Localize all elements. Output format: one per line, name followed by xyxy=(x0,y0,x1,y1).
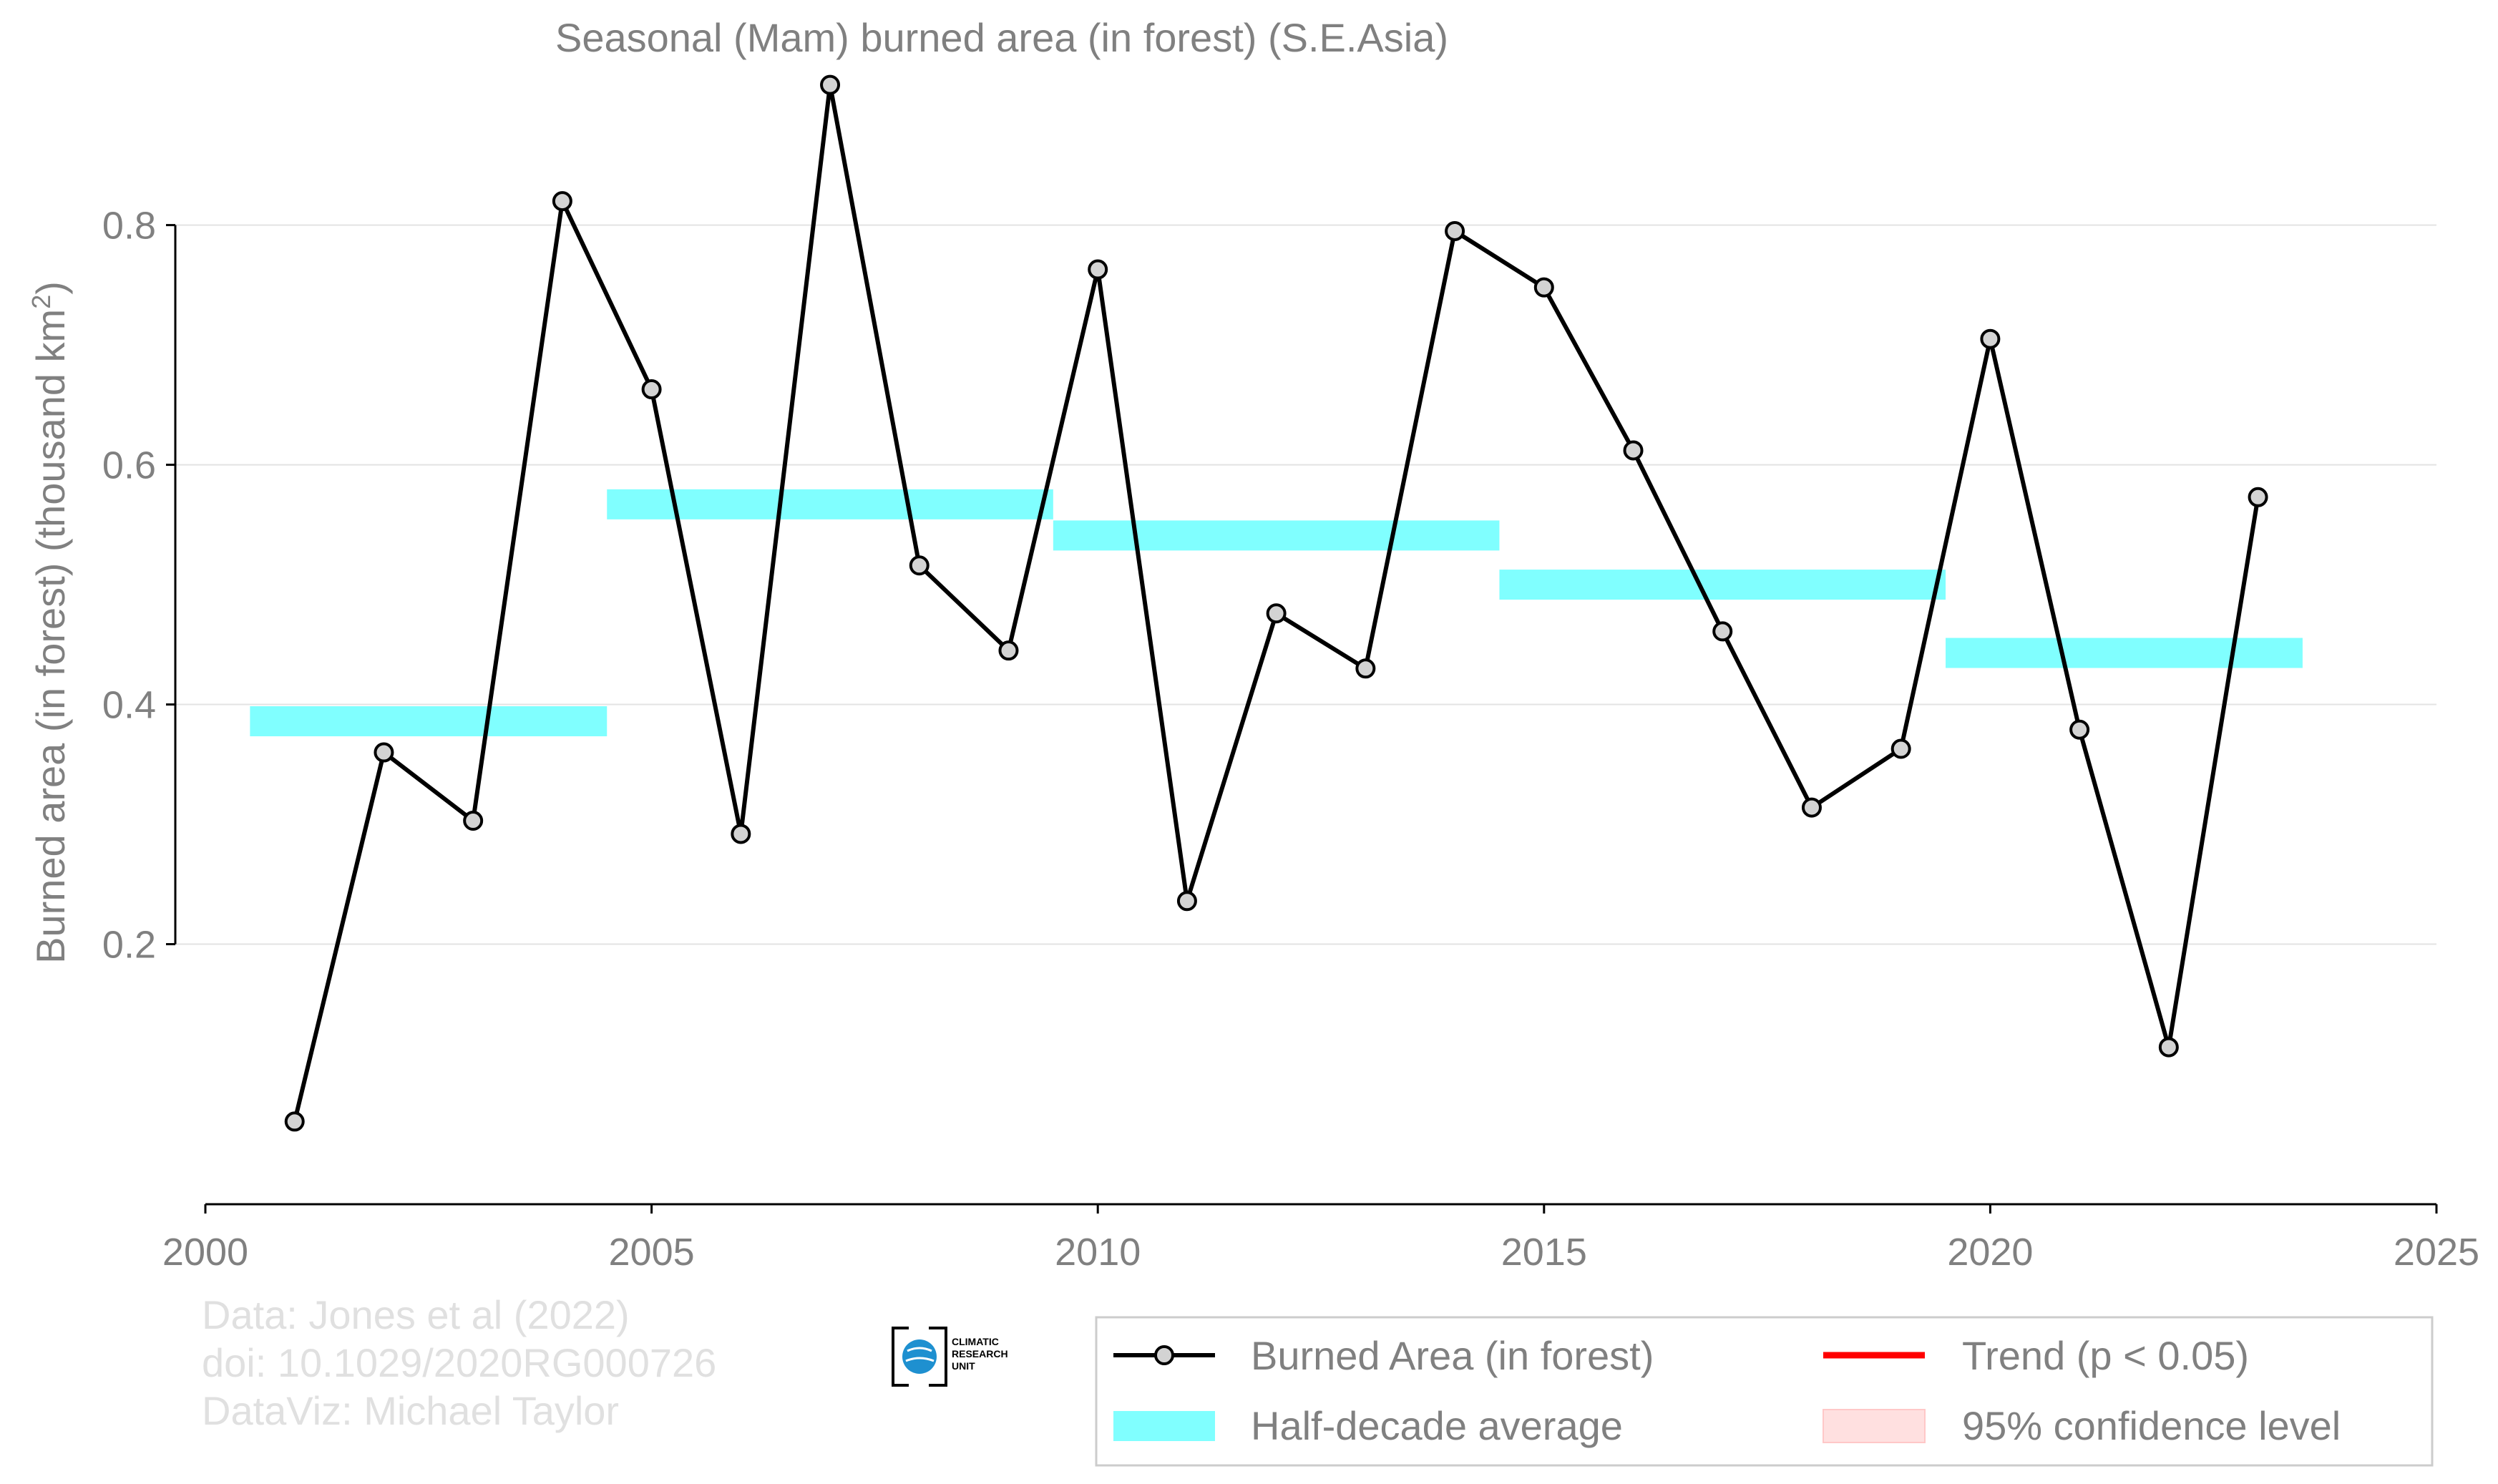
y-axis-label-close: ) xyxy=(28,281,73,295)
legend-swatch-confidence xyxy=(1823,1409,1926,1443)
data-point xyxy=(1623,440,1644,461)
y-tick-label: 0.4 xyxy=(102,684,156,727)
data-point xyxy=(1266,603,1287,624)
cru-logo: CLIMATIC RESEARCH UNIT xyxy=(892,1327,1008,1387)
x-tick-label: 2010 xyxy=(1055,1231,1141,1274)
y-axis-label-main: Burned area (in forest) (thousand km xyxy=(28,309,73,964)
half-decade-band xyxy=(250,706,608,737)
logo-text-2: RESEARCH xyxy=(952,1348,1008,1359)
data-point xyxy=(909,555,930,576)
axes: 0.2 0.4 0.6 0.8 2000 2005 2010 2015 2020 2025 xyxy=(102,205,2479,1274)
data-point xyxy=(374,742,394,763)
legend: Burned Area (in forest) Trend (p < 0.05)… xyxy=(1095,1316,2434,1467)
half-decade-band xyxy=(1946,638,2303,668)
globe-wave-icon xyxy=(905,1347,935,1362)
credit-doi: doi: 10.1029/2020RG000726 xyxy=(202,1340,716,1385)
legend-marker-burned-area xyxy=(1154,1345,1174,1365)
half-decade-band xyxy=(1053,520,1500,551)
x-tick-label: 2005 xyxy=(609,1231,695,1274)
data-point xyxy=(1712,621,1733,642)
data-point xyxy=(2248,487,2268,507)
data-point xyxy=(1355,658,1376,679)
data-point xyxy=(1890,738,1911,759)
data-point xyxy=(731,824,751,844)
y-tick-label: 0.6 xyxy=(102,444,156,487)
credit-dataviz: DataViz: Michael Taylor xyxy=(202,1388,619,1433)
legend-label-burned-area: Burned Area (in forest) xyxy=(1251,1333,1654,1378)
x-tick-label: 2000 xyxy=(162,1231,248,1274)
chart-title: Seasonal (Mam) burned area (in forest) (… xyxy=(555,15,1448,60)
legend-swatch-half-decade xyxy=(1113,1411,1215,1441)
data-point xyxy=(1445,220,1465,241)
data-point xyxy=(552,191,572,212)
data-point xyxy=(641,379,662,400)
credit-data-source: Data: Jones et al (2022) xyxy=(202,1292,630,1337)
data-point xyxy=(1176,891,1197,912)
legend-label-trend: Trend (p < 0.05) xyxy=(1962,1333,2249,1378)
data-point xyxy=(284,1111,305,1132)
data-point xyxy=(2069,719,2090,740)
half-decade-band xyxy=(1499,570,1946,600)
logo-bracket-icon xyxy=(892,1327,947,1387)
half-decade-bands xyxy=(250,489,2303,737)
x-tick-label: 2020 xyxy=(1947,1231,2033,1274)
data-point xyxy=(1980,328,2001,349)
grid-lines xyxy=(175,224,2436,945)
data-point xyxy=(463,811,484,831)
data-point xyxy=(998,640,1019,661)
series-burned-area xyxy=(284,74,2268,1132)
data-point xyxy=(1088,259,1108,280)
x-tick-label: 2025 xyxy=(2394,1231,2479,1274)
x-tick-label: 2015 xyxy=(1501,1231,1587,1274)
half-decade-band xyxy=(607,489,1053,519)
data-point xyxy=(1801,797,1822,818)
y-axis-label: Burned area (in forest) (thousand km2) xyxy=(26,281,74,964)
y-axis-label-superscript: 2 xyxy=(26,295,56,309)
series-line xyxy=(292,82,2260,1123)
data-point xyxy=(1533,277,1554,298)
logo-text-1: CLIMATIC xyxy=(952,1336,999,1347)
logo-text-3: UNIT xyxy=(952,1360,975,1372)
legend-label-confidence: 95% confidence level xyxy=(1962,1403,2341,1448)
legend-box xyxy=(1095,1316,2434,1467)
data-point xyxy=(2158,1037,2179,1058)
globe-icon xyxy=(902,1339,937,1374)
y-tick-label: 0.8 xyxy=(102,205,156,248)
legend-label-half-decade: Half-decade average xyxy=(1251,1403,1623,1448)
data-point xyxy=(820,74,841,95)
credits: Data: Jones et al (2022) doi: 10.1029/20… xyxy=(202,1292,716,1433)
y-tick-label: 0.2 xyxy=(102,924,156,967)
